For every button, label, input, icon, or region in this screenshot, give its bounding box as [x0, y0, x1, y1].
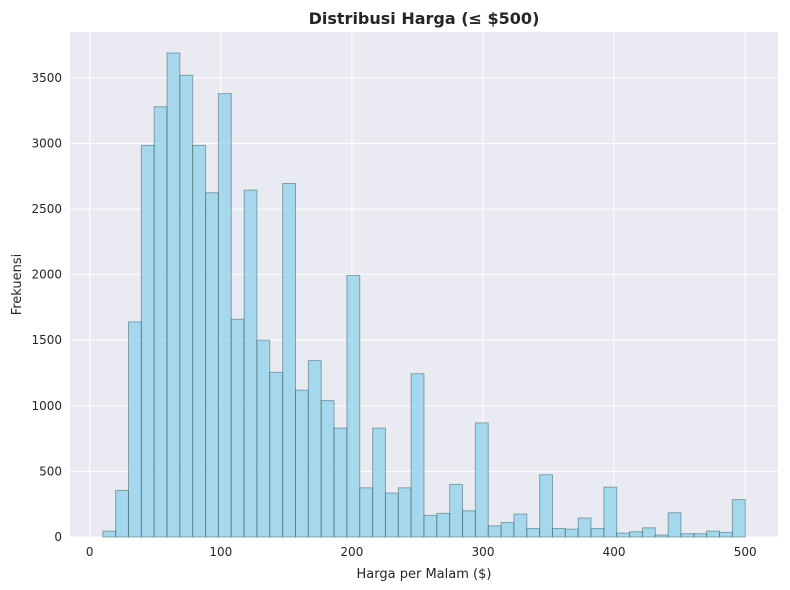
histogram-bar — [667, 512, 682, 538]
histogram-bar — [474, 422, 489, 538]
histogram-bar — [551, 527, 566, 538]
x-tick-label: 500 — [734, 545, 757, 559]
x-tick-label: 0 — [86, 545, 94, 559]
histogram-bar — [590, 527, 605, 538]
histogram-bar — [333, 427, 348, 538]
histogram-bar — [179, 74, 194, 538]
chart-title: Distribusi Harga (≤ $500) — [309, 9, 540, 28]
histogram-bar — [192, 144, 207, 538]
histogram-bar — [513, 513, 528, 538]
histogram-bar — [616, 532, 631, 538]
histogram-bar — [243, 189, 258, 538]
histogram-bar — [462, 510, 476, 538]
tick-labels: 0 500 1000 1500 2000 2500 3000 3500 0 100 200 300 40… — [31, 71, 756, 559]
histogram-bar — [166, 52, 181, 538]
histogram-bar — [526, 527, 541, 538]
histogram-bar — [307, 360, 322, 538]
histogram-bar — [410, 373, 425, 538]
histogram-bar — [423, 514, 438, 538]
y-tick-label: 500 — [39, 464, 62, 478]
histogram-bar — [256, 339, 271, 538]
histogram-bar — [539, 474, 553, 538]
y-tick-label: 2000 — [31, 268, 62, 282]
y-tick-label: 0 — [54, 530, 62, 544]
y-tick-label: 3500 — [31, 71, 62, 85]
x-tick-label: 300 — [472, 545, 495, 559]
histogram-bar — [217, 93, 232, 538]
x-tick-label: 100 — [209, 545, 232, 559]
histogram-bar — [500, 522, 515, 538]
bars — [102, 52, 746, 538]
histogram-bar — [719, 531, 733, 538]
y-tick-label: 3000 — [31, 136, 62, 150]
histogram-bar — [629, 531, 643, 538]
histogram-bar — [397, 487, 412, 538]
y-tick-label: 1500 — [31, 333, 62, 347]
histogram-bar — [487, 525, 502, 538]
histogram-bar — [140, 144, 155, 538]
histogram-bar — [320, 400, 335, 538]
x-tick-label: 200 — [340, 545, 363, 559]
histogram-bar — [564, 528, 579, 538]
y-tick-label: 2500 — [31, 202, 62, 216]
histogram-bar — [603, 486, 618, 538]
histogram-bar — [384, 492, 399, 538]
histogram-bar — [577, 517, 592, 538]
histogram-bar — [295, 389, 309, 538]
histogram-bar — [359, 487, 374, 538]
histogram-bar — [436, 512, 451, 538]
histogram-bar — [346, 274, 361, 538]
histogram-bar — [680, 533, 695, 538]
histogram-bar — [449, 484, 464, 538]
y-axis-label: Frekuensi — [10, 254, 25, 316]
histogram-bar — [102, 530, 117, 538]
histogram-bar — [706, 530, 721, 538]
x-tick-label: 400 — [603, 545, 626, 559]
histogram-bar — [641, 527, 656, 538]
histogram-bar — [693, 533, 708, 538]
histogram-bar — [269, 371, 284, 538]
y-tick-label: 1000 — [31, 399, 62, 413]
histogram-bar — [230, 318, 245, 538]
histogram-bar — [127, 321, 142, 538]
histogram-bar — [282, 183, 297, 538]
histogram-bar — [153, 106, 168, 538]
histogram-bar — [205, 192, 219, 538]
histogram-bar — [731, 499, 746, 538]
x-axis-label: Harga per Malam ($) — [357, 567, 492, 582]
histogram-bar — [115, 489, 129, 538]
histogram-bar — [654, 534, 669, 538]
histogram-bar — [372, 427, 386, 538]
